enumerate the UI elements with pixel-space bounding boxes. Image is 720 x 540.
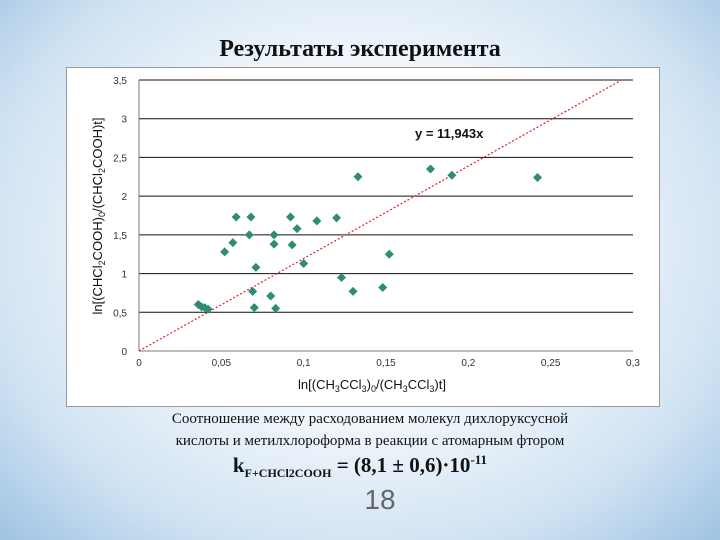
- slide-caption: Соотношение между расходованием молекул …: [90, 408, 650, 452]
- y-tick-label: 3,5: [113, 76, 127, 87]
- data-point: [203, 304, 213, 314]
- formula-subscript: F+CHCl2COOH: [244, 466, 332, 481]
- x-tick-label: 0,05: [212, 358, 232, 369]
- data-point: [251, 262, 261, 272]
- rate-constant-formula: kF+CHCl2COOH = (8,1 ± 0,6)·10-11: [0, 452, 720, 481]
- data-point: [447, 170, 457, 180]
- data-point: [378, 283, 388, 293]
- x-axis-label: ln[(CH3​CCl3​)0​/(CH3​CCl3​)t]: [298, 377, 446, 394]
- caption-line-2: кислоты и метилхлороформа в реакции с ат…: [175, 433, 565, 449]
- formula-exponent: -11: [470, 452, 488, 467]
- page-number: 18: [364, 484, 396, 515]
- data-point: [269, 230, 279, 240]
- data-point: [332, 213, 342, 223]
- y-tick-label: 0: [121, 347, 127, 358]
- data-point: [299, 259, 309, 269]
- data-point: [425, 164, 435, 174]
- y-tick-label: 0,5: [113, 308, 127, 319]
- data-point: [249, 303, 259, 313]
- data-point: [244, 230, 254, 240]
- chart-area: 0 0,5 1 1,5 2 2,5 3 3,5 0 0,05 0,1 0,15 0,2 0,25 0,3 y…: [66, 67, 660, 407]
- x-tick-label: 0: [136, 358, 142, 369]
- data-point: [271, 303, 281, 313]
- data-points: [193, 164, 542, 314]
- data-point: [285, 212, 295, 222]
- x-tick-label: 0,25: [541, 358, 561, 369]
- axes: [138, 80, 633, 352]
- x-tick-label: 0,3: [626, 358, 640, 369]
- data-point: [266, 291, 276, 301]
- formula-value: = (8,1 ± 0,6)·10: [331, 453, 471, 477]
- tick-labels: 0 0,5 1 1,5 2 2,5 3 3,5 0 0,05 0,1 0,15 0,2 0,25 0,3: [113, 76, 640, 369]
- scatter-chart: 0 0,5 1 1,5 2 2,5 3 3,5 0 0,05 0,1 0,15 0,2 0,25 0,3 y…: [90, 76, 640, 394]
- data-point: [312, 216, 322, 226]
- data-point: [228, 238, 238, 248]
- data-point: [287, 240, 297, 250]
- data-point: [337, 272, 347, 282]
- data-point: [269, 239, 279, 249]
- x-tick-label: 0,2: [461, 358, 475, 369]
- trendline-equation: y = 11,943x: [415, 126, 484, 141]
- formula-k: k: [232, 453, 245, 477]
- y-tick-label: 2: [121, 192, 127, 203]
- y-tick-label: 1,5: [113, 231, 127, 242]
- data-point: [353, 172, 363, 182]
- data-point: [384, 249, 394, 259]
- y-tick-label: 2,5: [113, 153, 127, 164]
- y-tick-label: 3: [121, 115, 127, 126]
- data-point: [200, 303, 210, 313]
- trendline-line: [138, 79, 622, 352]
- grid-lines: [139, 79, 633, 313]
- slide-title: Результаты эксперимента: [219, 36, 501, 62]
- y-tick-label: 1: [121, 270, 127, 281]
- caption-line-1: Соотношение между расходованием молекул …: [171, 411, 569, 427]
- y-axis-label: ln[(CHCl2​COOH)0​/(CHCl2​COOH)t]: [90, 117, 107, 314]
- data-point: [246, 212, 256, 222]
- data-point: [532, 173, 542, 183]
- data-point: [231, 212, 241, 222]
- data-point: [220, 247, 230, 257]
- data-point: [292, 224, 302, 234]
- x-tick-label: 0,15: [376, 358, 396, 369]
- data-point: [348, 286, 358, 296]
- data-point: [248, 286, 258, 296]
- trendline: [138, 79, 622, 352]
- x-tick-label: 0,1: [297, 358, 311, 369]
